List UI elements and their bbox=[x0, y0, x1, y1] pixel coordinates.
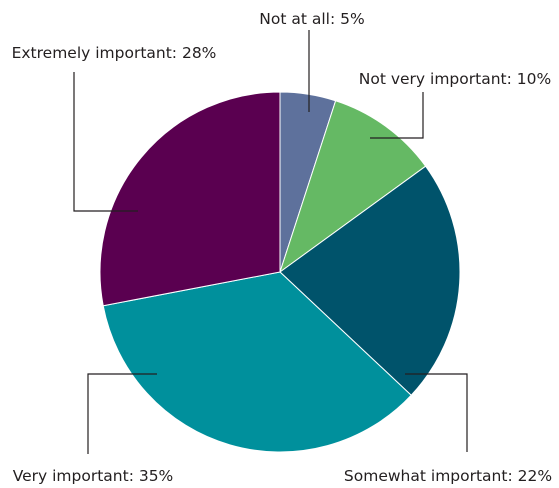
slice-label-not-very-important: Not very important: 10% bbox=[359, 70, 551, 88]
slice-label-extremely-important: Extremely important: 28% bbox=[12, 44, 217, 62]
leader-line-very-important bbox=[87, 373, 157, 454]
slice-label-not-at-all: Not at all: 5% bbox=[259, 10, 364, 28]
leader-line-not-very-important bbox=[370, 92, 424, 139]
slice-label-somewhat-important: Somewhat important: 22% bbox=[344, 467, 552, 485]
pie-slice-very-important bbox=[102, 271, 412, 453]
pie-slice-not-very-important bbox=[279, 100, 427, 274]
leader-lines bbox=[73, 30, 468, 454]
slice-label-very-important: Very important: 35% bbox=[13, 467, 174, 485]
pie-slice-extremely-important bbox=[99, 91, 281, 307]
slice-labels: Not at all: 5% Not very important: 10% Som… bbox=[12, 10, 552, 485]
leader-line-extremely-important bbox=[73, 72, 138, 212]
pie-slices bbox=[99, 91, 461, 453]
leader-line-somewhat-important bbox=[405, 373, 468, 452]
